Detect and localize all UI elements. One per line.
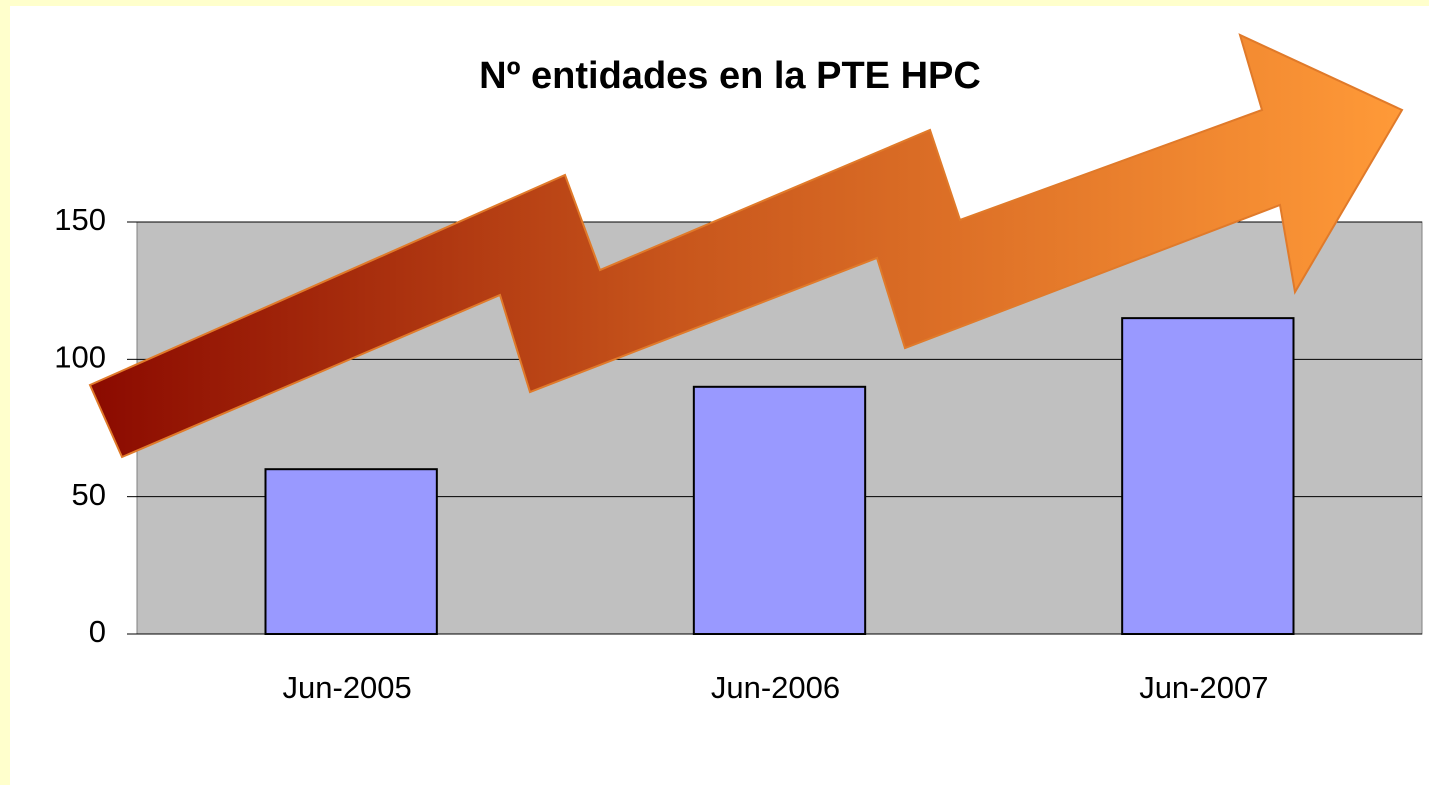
- y-tick-label: 0: [89, 614, 106, 649]
- growth-arrow: [88, 33, 1404, 459]
- x-tick-label: Jun-2007: [1139, 670, 1268, 705]
- y-tick-label: 50: [72, 477, 106, 512]
- y-tick-label: 150: [54, 202, 106, 237]
- x-tick-label: Jun-2006: [711, 670, 840, 705]
- bar: [264, 468, 438, 636]
- x-tick-label: Jun-2005: [283, 670, 412, 705]
- y-tick-label: 100: [54, 340, 106, 375]
- chart-title: Nº entidades en la PTE HPC: [479, 55, 981, 97]
- bar: [1121, 317, 1295, 635]
- bar: [692, 385, 867, 635]
